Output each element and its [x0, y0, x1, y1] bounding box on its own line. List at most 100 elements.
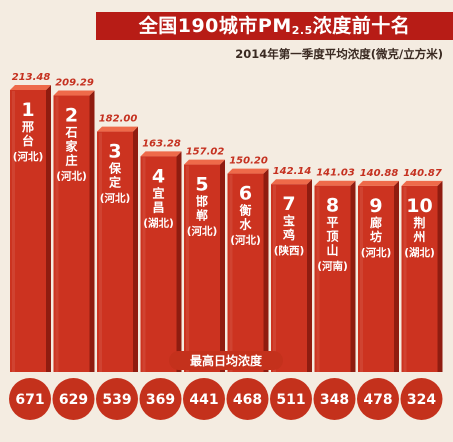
city-char-6-1: 衡 [239, 203, 251, 218]
province-5: (河北) [187, 225, 218, 238]
bar-highlight-5 [186, 165, 189, 372]
peak-value-4: 369 [146, 392, 175, 408]
bar-top-8 [314, 180, 356, 186]
province-10: (湖北) [404, 246, 435, 259]
bar-top-1 [10, 85, 51, 90]
peak-circle-6 [226, 378, 269, 420]
bar-side-10 [437, 180, 443, 372]
bar-highlight-1 [12, 91, 15, 372]
city-char-2-1: 石 [64, 126, 77, 140]
city-char-8-2: 顶 [326, 230, 338, 244]
chart-subtitle: 2014年第一季度平均浓度(微克/立方米) [235, 47, 443, 61]
bar-highlight-8 [316, 186, 320, 372]
city-char-6-2: 水 [239, 217, 252, 232]
peak-value-7: 511 [276, 392, 305, 408]
bar-1 [10, 90, 46, 372]
bar-top-4 [140, 151, 182, 157]
city-char-8-1: 平 [326, 216, 338, 230]
bar-3 [97, 131, 133, 372]
bar-side-4 [176, 151, 182, 372]
city-char-10-2: 州 [412, 230, 425, 244]
rank-1: 1 [21, 99, 34, 121]
rank-8: 8 [326, 195, 339, 217]
bar-8 [314, 185, 351, 372]
peak-label-pill [169, 351, 283, 370]
bar-top-9 [358, 180, 399, 186]
value-label-9: 140.88 [360, 168, 399, 179]
city-char-9-2: 坊 [370, 229, 382, 244]
city-char-7-1: 宝 [283, 213, 295, 228]
value-label-1: 213.48 [12, 72, 51, 83]
peak-value-10: 324 [407, 392, 436, 408]
city-char-4-1: 宜 [152, 185, 164, 200]
city-char-2-3: 庄 [65, 153, 77, 168]
rank-3: 3 [108, 141, 121, 163]
bar-top-7 [271, 179, 312, 185]
value-label-10: 140.87 [403, 168, 442, 179]
bar-5 [184, 164, 220, 372]
city-char-3-2: 定 [109, 175, 121, 190]
city-char-7-2: 鸡 [282, 227, 295, 242]
rank-10: 10 [406, 195, 432, 217]
title-band: 全国190城市PM2.5浓度前十名 [96, 12, 453, 40]
city-char-5-2: 郸 [196, 208, 208, 223]
peak-circle-8 [313, 378, 356, 420]
peak-circle-1 [9, 378, 51, 420]
peak-circle-2 [52, 378, 95, 420]
province-8: (河南) [317, 260, 348, 273]
title-suffix: 浓度前十名 [312, 15, 411, 37]
bar-6 [227, 173, 264, 372]
bar-highlight-2 [55, 96, 59, 372]
peak-circle-9 [357, 378, 399, 420]
city-char-9-1: 廊 [370, 215, 382, 230]
bar-side-9 [394, 180, 399, 372]
bar-side-5 [220, 159, 225, 372]
bar-top-2 [53, 90, 95, 96]
bar-2 [53, 95, 90, 372]
chart-title: 全国190城市PM2.5浓度前十名 [96, 12, 453, 40]
province-1: (河北) [13, 150, 44, 163]
bar-side-7 [307, 179, 312, 372]
bar-top-10 [401, 180, 443, 186]
peak-value-5: 441 [189, 392, 218, 408]
bar-top-6 [227, 168, 269, 174]
bar-top-5 [184, 159, 225, 165]
bar-9 [358, 185, 394, 372]
peak-circle-10 [400, 378, 443, 420]
rank-5: 5 [195, 174, 208, 196]
peak-circle-3 [96, 378, 138, 420]
bar-top-3 [97, 126, 138, 132]
bar-side-3 [133, 126, 138, 372]
value-label-4: 163.28 [142, 138, 181, 149]
city-char-3-1: 保 [108, 161, 122, 176]
bar-highlight-6 [229, 174, 233, 372]
province-4: (湖北) [143, 216, 174, 229]
peak-value-2: 629 [59, 392, 88, 408]
bar-7 [271, 184, 307, 372]
city-char-8-3: 山 [326, 243, 338, 258]
value-label-7: 142.14 [273, 166, 312, 177]
rank-6: 6 [239, 183, 252, 205]
title-prefix: 全国190城市PM [138, 15, 292, 37]
bar-10 [401, 185, 438, 372]
bar-side-1 [46, 85, 51, 372]
peak-value-1: 671 [15, 392, 44, 408]
peak-circle-4 [139, 378, 182, 420]
city-char-5-1: 邯 [196, 194, 208, 209]
province-2: (河北) [56, 170, 87, 183]
rank-7: 7 [282, 193, 295, 215]
value-label-2: 209.29 [55, 78, 94, 89]
peak-value-6: 468 [233, 392, 262, 408]
city-char-1-2: 台 [22, 133, 34, 148]
city-char-1-1: 邢 [22, 120, 34, 134]
city-char-4-2: 昌 [152, 200, 164, 214]
bar-highlight-7 [273, 185, 276, 372]
value-label-8: 141.03 [316, 168, 355, 179]
province-9: (河北) [361, 246, 392, 259]
bar-4 [140, 156, 177, 372]
bar-highlight-10 [403, 186, 407, 372]
province-7: (陕西) [274, 244, 305, 257]
value-label-3: 182.00 [99, 114, 138, 125]
bar-highlight-3 [99, 132, 102, 372]
